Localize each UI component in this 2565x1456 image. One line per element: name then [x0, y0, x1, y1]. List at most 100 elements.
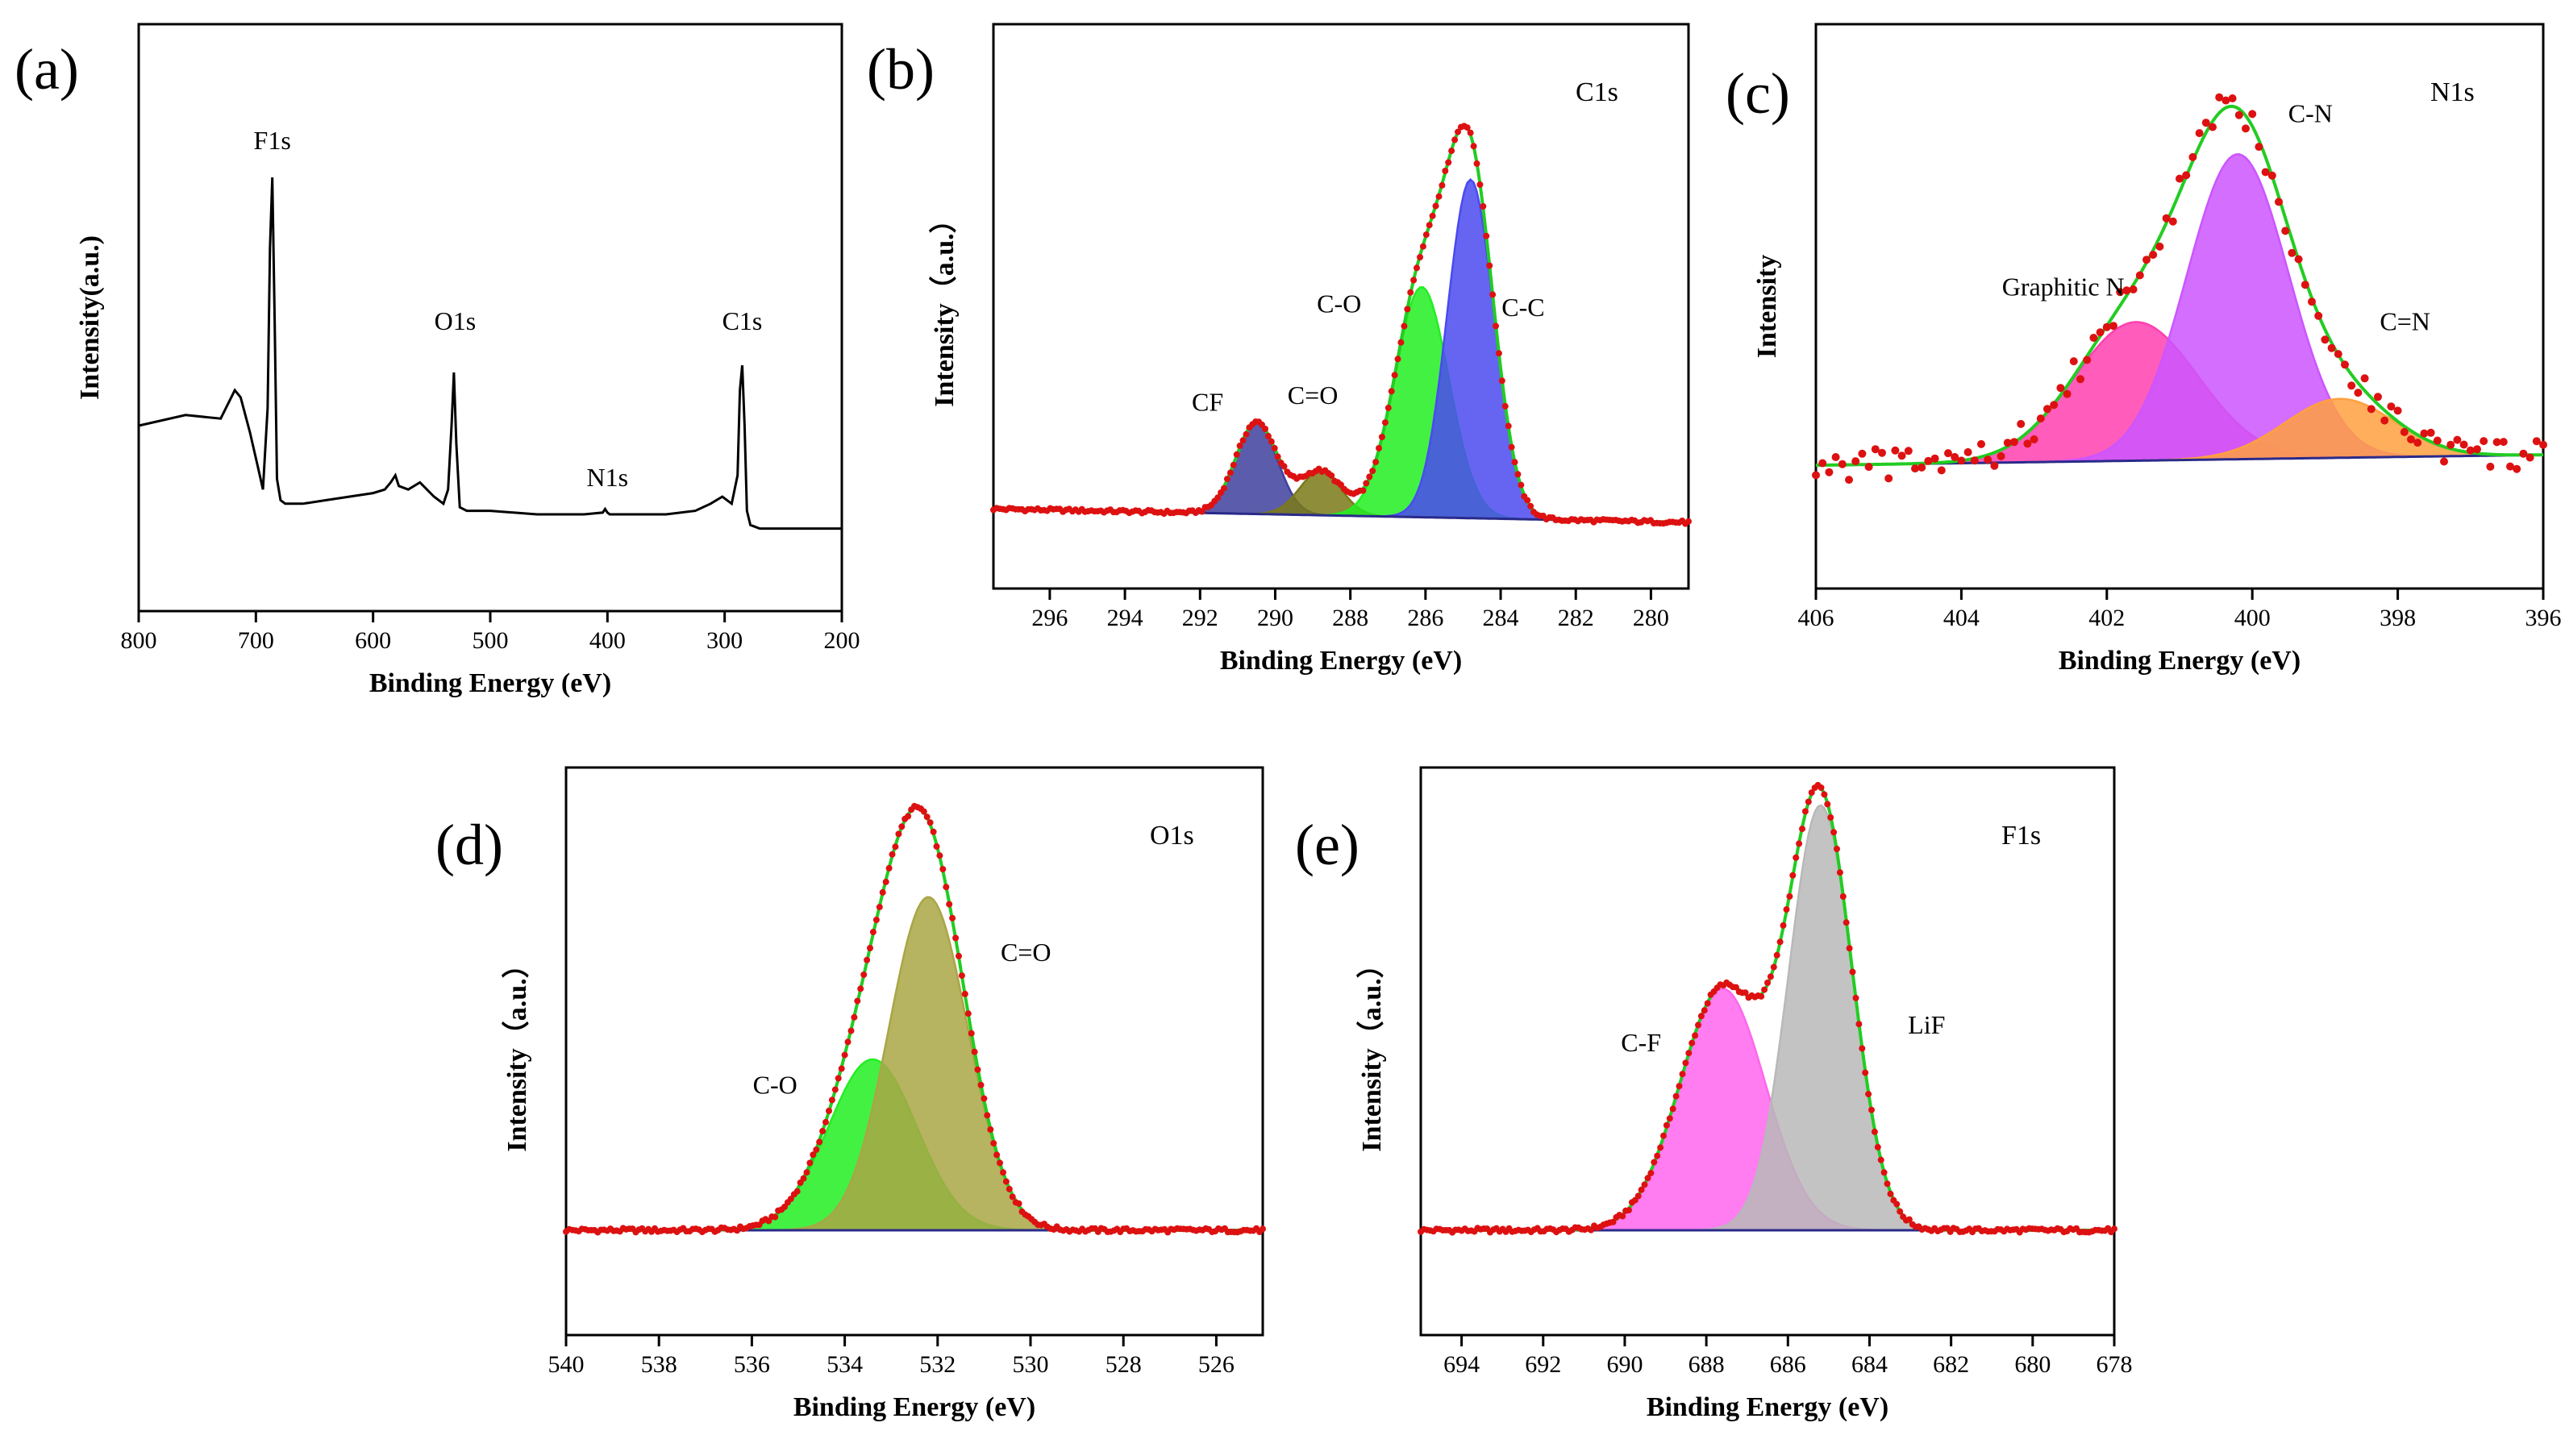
component-line-c-c [993, 177, 1689, 524]
raw-data-point [885, 864, 893, 872]
raw-data-point [2083, 356, 2092, 364]
raw-data-point [2380, 416, 2389, 425]
x-tick-label: 398 [2380, 605, 2416, 631]
raw-data-point [2003, 439, 2012, 447]
raw-data-point [2301, 281, 2309, 289]
y-axis-label: Intensity(a.u.) [75, 235, 105, 400]
panel-d: (d) 540 538 536 534 532 530 528 526 Binding Energ… [435, 766, 1266, 1422]
y-axis-label: Intensity（a.u.） [928, 206, 960, 406]
raw-data-point [895, 830, 902, 838]
raw-data-point [2050, 401, 2059, 410]
raw-data-point [1226, 469, 1234, 476]
peak-label: C-O [753, 1070, 797, 1099]
raw-data-point [1685, 518, 1692, 525]
raw-data-point [876, 904, 883, 911]
raw-data-point [2466, 446, 2475, 455]
raw-data-point [1489, 291, 1497, 298]
raw-data-point [939, 866, 947, 873]
raw-data-point [1884, 474, 1893, 483]
raw-data-point [1789, 872, 1797, 879]
raw-data-point [956, 952, 962, 959]
peak-label: F1s [254, 126, 291, 155]
x-tick-label: 296 [1031, 605, 1068, 631]
raw-data-point [981, 1095, 988, 1102]
fit-envelope-line [993, 123, 1689, 524]
raw-data-point [1864, 463, 1873, 472]
raw-data-point [2413, 439, 2422, 447]
raw-data-point [2486, 462, 2495, 471]
peak-label: N1s [587, 463, 629, 492]
x-tick-label: 690 [1606, 1351, 1643, 1378]
x-tick-label: 396 [2525, 605, 2562, 631]
raw-data-point [1880, 1169, 1888, 1176]
raw-data-point [2539, 440, 2547, 449]
raw-data-point [1410, 277, 1418, 284]
raw-data-point [1897, 451, 1906, 460]
raw-data-point [2109, 322, 2117, 331]
raw-data-point [1414, 264, 1420, 272]
raw-data-point [889, 851, 896, 858]
raw-data-point [1404, 306, 1411, 313]
x-tick-label: 686 [1770, 1351, 1806, 1378]
raw-data-point [971, 1048, 978, 1055]
raw-data-point [2255, 143, 2263, 152]
peak-label: C-C [1501, 293, 1544, 322]
raw-data-point [1426, 222, 1433, 229]
raw-data-point [1758, 992, 1765, 1000]
raw-data-point [1000, 1169, 1006, 1176]
raw-data-point [2162, 214, 2171, 223]
raw-data-point [1679, 1071, 1686, 1078]
raw-data-point [828, 1096, 835, 1104]
raw-data-point [2275, 198, 2283, 206]
raw-data-point [1818, 459, 1827, 468]
raw-data-point [1695, 1021, 1701, 1029]
raw-data-point [1838, 460, 1847, 468]
raw-data-point [847, 1027, 855, 1034]
raw-data-point [2017, 419, 2026, 428]
raw-data-point [1937, 466, 1946, 475]
raw-data-point [2111, 1225, 2117, 1233]
raw-data-point [835, 1075, 842, 1082]
raw-data-point [2314, 311, 2323, 320]
raw-data-point [933, 842, 940, 850]
raw-data-point [1830, 829, 1838, 836]
raw-data-point [1634, 1192, 1642, 1200]
raw-data-point [2433, 436, 2442, 445]
raw-data-point [1905, 1216, 1913, 1223]
raw-data-point [1834, 846, 1840, 852]
raw-data-point [2248, 110, 2257, 119]
raw-data-point [2519, 449, 2528, 458]
raw-data-point [943, 884, 950, 891]
raw-data-point [949, 914, 956, 921]
raw-data-point [1511, 459, 1518, 466]
raw-data-point [1773, 951, 1780, 959]
raw-data-point [2221, 96, 2230, 105]
raw-data-point [1858, 449, 1867, 458]
raw-data-point [987, 1126, 994, 1133]
raw-data-point [831, 1086, 839, 1093]
raw-data-point [2149, 251, 2158, 259]
raw-data-point [1006, 1185, 1013, 1192]
core-level-label: C1s [1576, 77, 1618, 107]
x-tick-label: 692 [1525, 1351, 1561, 1378]
raw-data-point [869, 929, 877, 936]
raw-data-point [1619, 1213, 1626, 1220]
peak-label: C-O [1317, 289, 1361, 318]
x-tick-label: 540 [548, 1351, 585, 1378]
peak-label: Graphitic N [2002, 272, 2125, 301]
raw-data-point [2056, 384, 2065, 393]
raw-data-point [974, 1066, 981, 1073]
raw-data-point [1280, 463, 1288, 470]
panel-label: (b) [867, 37, 935, 102]
x-axis-label: Binding Energy (eV) [1647, 1392, 1888, 1422]
raw-data-point [1732, 984, 1739, 991]
x-tick-label: 400 [2234, 605, 2271, 631]
raw-data-point [1801, 808, 1809, 815]
raw-data-point [2341, 360, 2349, 369]
raw-data-point [1378, 434, 1385, 440]
raw-data-point [984, 1112, 991, 1119]
survey-spectrum-line [138, 177, 842, 530]
peak-label: C=O [1001, 938, 1051, 967]
raw-data-point [1742, 989, 1749, 996]
raw-data-point [2096, 328, 2105, 337]
